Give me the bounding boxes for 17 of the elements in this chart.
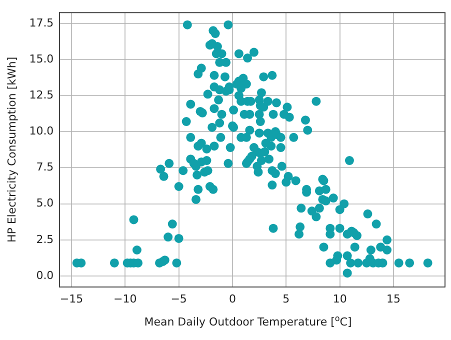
x-tick-label: −5	[170, 292, 187, 306]
y-tick-label: 10.0	[29, 124, 54, 138]
x-tick-label: 15	[386, 292, 400, 306]
x-tick-label: 10	[332, 292, 347, 306]
y-tick-label: 12.5	[29, 88, 54, 102]
x-tick-label: −15	[60, 292, 84, 306]
x-tick-label: 5	[282, 292, 290, 306]
x-tick-label: −10	[114, 292, 137, 306]
y-tick-label: 5.0	[36, 196, 54, 210]
y-axis-title: HP Electricity Consumption [kWh]	[5, 56, 18, 243]
x-tick-label: 0	[228, 292, 236, 306]
y-tick-label: 15.0	[29, 52, 54, 66]
y-tick-label: 17.5	[29, 16, 54, 30]
y-tick-label: 7.5	[36, 160, 54, 174]
y-tick-label: 2.5	[36, 232, 54, 246]
y-tick-label: 0.0	[36, 268, 54, 282]
x-axis-title: Mean Daily Outdoor Temperature [$^{o}$C]	[143, 314, 353, 329]
